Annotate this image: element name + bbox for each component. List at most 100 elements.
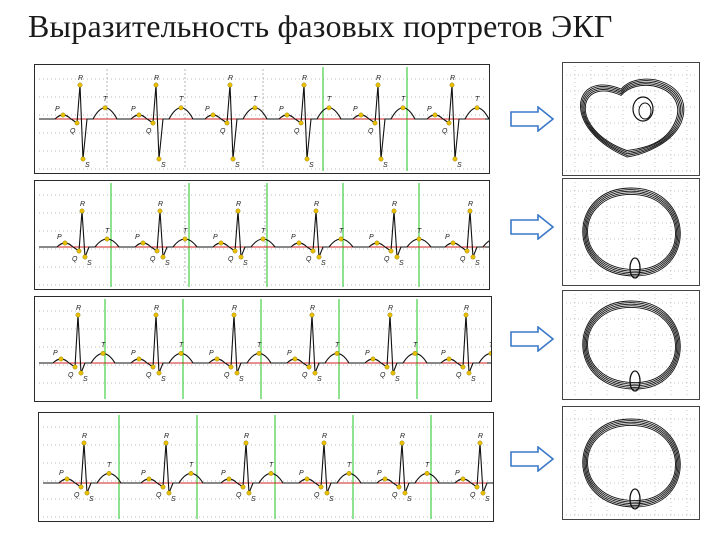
wave-label-r: R xyxy=(82,433,87,440)
wave-label-q: Q xyxy=(220,128,226,135)
wave-marker xyxy=(232,248,238,254)
wave-label-q: Q xyxy=(314,492,320,499)
wave-marker xyxy=(188,471,194,476)
wave-marker xyxy=(474,105,480,111)
wave-label-t: T xyxy=(489,342,491,349)
phase-loop xyxy=(582,187,681,277)
wave-marker xyxy=(387,312,393,318)
wave-marker xyxy=(106,471,112,476)
wave-marker xyxy=(160,484,166,490)
wave-marker xyxy=(252,105,258,111)
wave-marker xyxy=(382,476,388,482)
wave-label-p: P xyxy=(141,470,146,477)
wave-label-t: T xyxy=(179,96,184,103)
slide-title: Выразительность фазовых портретов ЭКГ xyxy=(28,8,613,44)
wave-marker xyxy=(218,240,224,246)
wave-marker xyxy=(140,240,146,246)
wave-marker xyxy=(298,120,304,126)
wave-marker xyxy=(446,356,452,362)
wave-marker xyxy=(391,208,397,214)
wave-marker xyxy=(292,356,298,362)
wave-label-s: S xyxy=(161,376,166,383)
wave-marker xyxy=(268,471,274,476)
wave-label-s: S xyxy=(89,496,94,503)
arrow-right-icon xyxy=(510,446,554,472)
wave-label-p: P xyxy=(57,234,62,241)
wave-label-p: P xyxy=(287,350,292,357)
wave-marker xyxy=(321,440,327,446)
wave-label-r: R xyxy=(314,201,319,208)
wave-marker xyxy=(243,440,249,446)
arrow-right-icon xyxy=(510,106,554,132)
wave-label-r: R xyxy=(450,75,455,82)
ecg-trace-line xyxy=(39,210,489,258)
wave-marker xyxy=(228,364,234,370)
wave-marker xyxy=(100,351,106,356)
wave-label-t: T xyxy=(183,228,188,235)
wave-marker xyxy=(214,356,220,362)
wave-marker xyxy=(480,490,486,496)
wave-marker xyxy=(260,236,266,242)
phase-inner-loop xyxy=(629,370,641,392)
wave-marker xyxy=(238,254,244,260)
wave-marker xyxy=(76,248,82,254)
wave-label-t: T xyxy=(327,96,332,103)
wave-label-p: P xyxy=(213,234,218,241)
wave-marker xyxy=(75,312,81,318)
wave-label-p: P xyxy=(221,470,226,477)
wave-marker xyxy=(396,484,402,490)
wave-marker xyxy=(156,156,162,162)
wave-marker xyxy=(316,254,322,260)
wave-label-t: T xyxy=(347,462,352,469)
wave-label-t: T xyxy=(417,228,422,235)
wave-label-r: R xyxy=(302,75,307,82)
wave-marker xyxy=(156,370,162,376)
wave-marker xyxy=(463,312,469,318)
wave-marker xyxy=(136,356,142,362)
wave-marker xyxy=(424,471,430,476)
wave-label-r: R xyxy=(232,305,237,312)
wave-marker xyxy=(318,484,324,490)
wave-marker xyxy=(400,105,406,111)
wave-label-q: Q xyxy=(470,492,476,499)
wave-label-p: P xyxy=(445,234,450,241)
wave-marker xyxy=(378,156,384,162)
wave-label-s: S xyxy=(85,162,90,169)
phase-portrait-trace-3 xyxy=(566,294,696,396)
wave-label-s: S xyxy=(161,162,166,169)
wave-marker xyxy=(150,120,156,126)
wave-label-s: S xyxy=(407,496,412,503)
wave-label-r: R xyxy=(388,305,393,312)
wave-label-r: R xyxy=(154,305,159,312)
wave-marker xyxy=(78,484,84,490)
phase-inner-loop xyxy=(632,96,654,122)
wave-label-s: S xyxy=(321,260,326,267)
phase-loop xyxy=(582,81,681,155)
wave-marker xyxy=(449,82,455,88)
wave-marker xyxy=(256,351,262,356)
phase-loop xyxy=(581,80,683,156)
wave-marker xyxy=(477,440,483,446)
wave-label-q: Q xyxy=(146,128,152,135)
wave-marker xyxy=(58,356,64,362)
wave-label-r: R xyxy=(236,201,241,208)
wave-label-s: S xyxy=(317,376,322,383)
wave-label-t: T xyxy=(179,342,184,349)
wave-label-s: S xyxy=(485,496,490,503)
wave-label-t: T xyxy=(189,462,194,469)
wave-marker xyxy=(452,156,458,162)
wave-marker xyxy=(182,236,188,242)
wave-label-q: Q xyxy=(442,128,448,135)
wave-marker xyxy=(226,476,232,482)
wave-marker xyxy=(78,370,84,376)
wave-marker xyxy=(338,236,344,242)
wave-label-r: R xyxy=(322,433,327,440)
wave-label-q: Q xyxy=(70,128,76,135)
wave-label-r: R xyxy=(78,75,83,82)
wave-label-s: S xyxy=(251,496,256,503)
wave-label-q: Q xyxy=(306,256,312,263)
